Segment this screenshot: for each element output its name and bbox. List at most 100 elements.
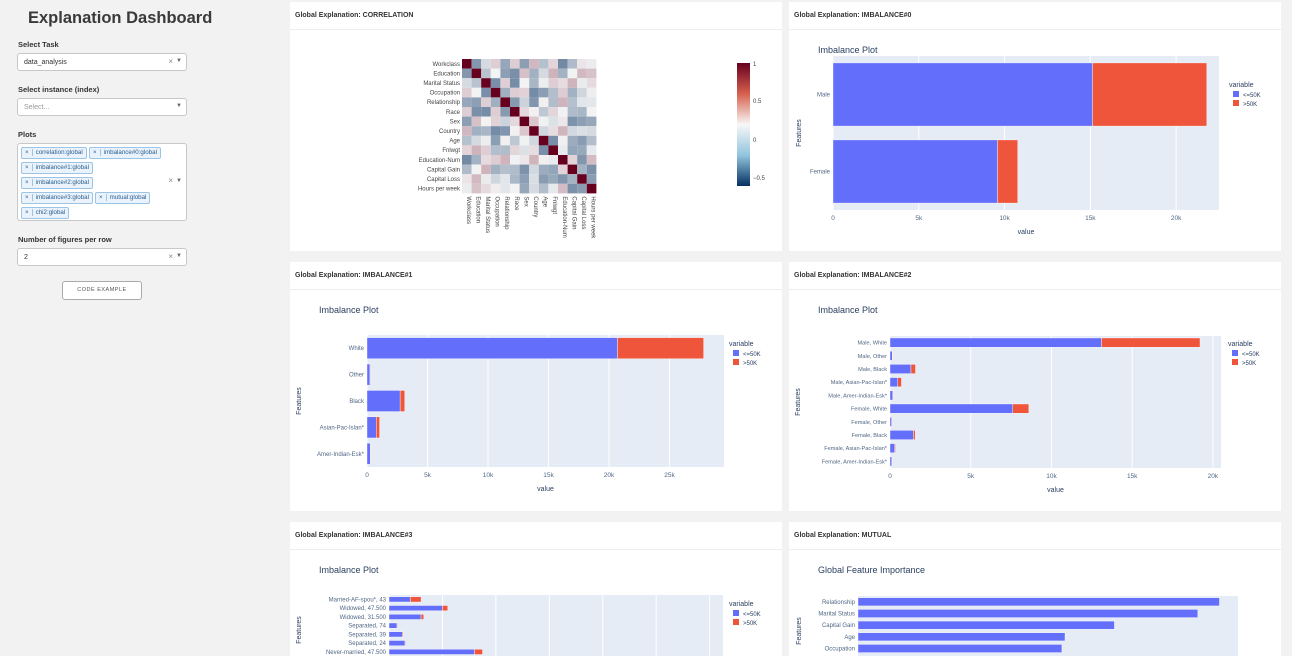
plot-chip[interactable]: × mutual:global [95, 192, 151, 204]
chip-remove-icon[interactable]: × [25, 209, 33, 216]
heatmap-cell [567, 164, 578, 175]
legend-swatch [733, 619, 739, 625]
heatmap-cell [462, 126, 472, 136]
imbalance2-chart[interactable]: Imbalance Plot 0 5k 10k 15k 20k Male, White Mal… [789, 262, 1281, 511]
plot-chip[interactable]: × correlation:global [21, 147, 87, 159]
chip-remove-icon[interactable]: × [99, 194, 107, 201]
heatmap-cell [471, 126, 482, 136]
plot-chip[interactable]: × imbalance#1:global [21, 162, 93, 174]
column-label: Hours per week [590, 196, 596, 239]
heatmap-cell [586, 59, 597, 69]
heatmap-cell [538, 87, 549, 98]
heatmap-cell [462, 97, 472, 107]
legend-entry: >50K [1243, 102, 1257, 108]
heatmap-cell [567, 135, 578, 146]
heatmap-cell [529, 68, 539, 79]
y-tick-label: Capital Gain [822, 623, 855, 629]
plot-chip[interactable]: × chi2:global [21, 207, 70, 219]
heatmap-cell [519, 78, 530, 88]
heatmap-cell [519, 145, 530, 155]
heatmap-cell [462, 174, 472, 184]
bar [889, 443, 895, 454]
bar [366, 363, 371, 386]
y-tick-label: White [349, 346, 365, 352]
chip-remove-icon[interactable]: × [25, 164, 33, 171]
column-label: Race [513, 196, 519, 211]
correlation-heatmap[interactable]: WorkclassWorkclassEducationEducationMari… [290, 2, 782, 251]
plot-chip[interactable]: × imbalance#3:global [21, 192, 93, 204]
bar [388, 649, 475, 655]
chip-remove-icon[interactable]: × [25, 194, 33, 201]
dashboard-title: Explanation Dashboard [28, 9, 213, 27]
figures-per-row-select[interactable]: 2 × ▼ [17, 248, 187, 266]
heatmap-cell [558, 97, 568, 107]
heatmap-cell [586, 155, 597, 165]
heatmap-cell [586, 78, 597, 88]
bar [910, 364, 916, 374]
heatmap-cell [471, 164, 482, 175]
bar [1101, 337, 1201, 348]
heatmap-cell [519, 97, 530, 107]
imbalance0-chart[interactable]: Imbalance Plot 0 5k 10k 15k 20k Male Female valu… [789, 2, 1281, 251]
instance-select[interactable]: Select... ▼ [17, 98, 187, 116]
plot-chip[interactable]: × imbalance#2:global [21, 177, 93, 189]
task-select[interactable]: data_analysis × ▼ [17, 53, 187, 71]
chevron-down-icon[interactable]: ▼ [176, 103, 182, 109]
y-tick-label: Male, White [857, 341, 887, 347]
x-tick-label: 5k [967, 473, 975, 480]
chevron-down-icon[interactable]: ▼ [176, 58, 182, 64]
heatmap-cell [481, 97, 491, 107]
imbalance1-chart[interactable]: Imbalance Plot 0 5k 10k 15k 20k 25k White Other B… [290, 262, 782, 511]
plots-multiselect[interactable]: × correlation:global × imbalance#0:global … [17, 143, 187, 221]
mutual-chart[interactable]: Global Feature Importance Relationship Mar… [789, 522, 1281, 656]
heatmap-cell [500, 174, 510, 184]
heatmap-cell [577, 126, 587, 136]
heatmap-cell [510, 97, 520, 107]
chevron-down-icon[interactable]: ▼ [176, 178, 182, 184]
legend-title: variable [1228, 341, 1253, 348]
column-label: Occupation [494, 196, 500, 226]
heatmap-cell [577, 107, 587, 117]
y-axis-label: Features [296, 387, 303, 415]
code-example-button[interactable]: CODE EXAMPLE [62, 281, 142, 300]
heatmap-cell [558, 164, 568, 175]
heatmap-cell [481, 68, 491, 79]
clear-icon[interactable]: × [168, 252, 173, 261]
bar [832, 139, 998, 204]
panel-title: Global Explanation: IMBALANCE#1 [295, 272, 413, 279]
heatmap-cell [500, 116, 510, 127]
x-tick-label: 20k [1171, 215, 1182, 222]
heatmap-cell [490, 78, 501, 88]
heatmap-cell [577, 87, 587, 98]
bar [891, 416, 893, 427]
panel-title: Global Explanation: CORRELATION [295, 12, 414, 19]
clear-icon[interactable]: × [168, 57, 173, 66]
clear-icon[interactable]: × [168, 176, 173, 185]
plot-chip[interactable]: × imbalance#0:global [89, 147, 161, 159]
legend-entry: <=50K [743, 352, 761, 358]
chart-title: Imbalance Plot [818, 305, 878, 315]
select-instance-label: Select instance (index) [18, 85, 100, 94]
heatmap-cell [567, 87, 578, 98]
divider [789, 289, 1281, 290]
heatmap-cell [490, 116, 501, 127]
heatmap-cell [490, 164, 501, 175]
y-tick-label: Separated, 74 [348, 624, 386, 630]
plot-area [890, 336, 1221, 468]
chip-remove-icon[interactable]: × [25, 149, 33, 156]
heatmap-cell [577, 97, 587, 107]
heatmap-cell [558, 68, 568, 79]
panel-title: Global Explanation: IMBALANCE#0 [794, 12, 912, 19]
chevron-down-icon[interactable]: ▼ [176, 253, 182, 259]
heatmap-cell [481, 135, 491, 146]
chip-remove-icon[interactable]: × [25, 179, 33, 186]
legend-entry: >50K [1242, 361, 1256, 367]
heatmap-cell [471, 135, 482, 146]
heatmap-cell [519, 174, 530, 184]
chip-remove-icon[interactable]: × [93, 149, 101, 156]
y-tick-label: Asian-Pac-Islan* [320, 425, 365, 431]
plots-label: Plots [18, 130, 37, 139]
imbalance3-chart[interactable]: Imbalance Plot Married-AF-spou*, 43 Widowe… [290, 522, 782, 656]
panel-title: Global Explanation: MUTUAL [794, 532, 892, 539]
heatmap-cell [471, 68, 482, 79]
